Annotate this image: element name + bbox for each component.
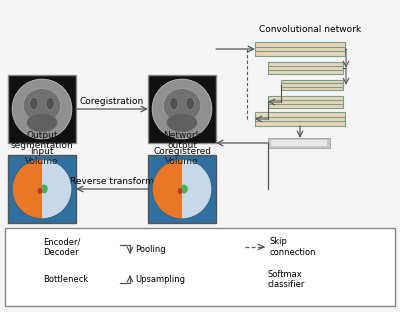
Ellipse shape [178,188,182,194]
Bar [268,138,330,148]
Wedge shape [42,159,72,219]
Bar [5,228,395,306]
Bar [148,155,216,223]
Ellipse shape [167,113,197,132]
Wedge shape [182,159,212,219]
Bar [281,80,343,90]
Bar [255,42,345,56]
Bar [268,62,343,74]
Text: Bottleneck: Bottleneck [43,275,88,284]
Ellipse shape [38,188,42,194]
Text: Encoder/
Decoder: Encoder/ Decoder [43,238,80,257]
Bar [255,112,345,126]
Ellipse shape [27,113,57,132]
Ellipse shape [40,184,48,193]
Text: Input
Volume: Input Volume [25,147,59,166]
Ellipse shape [30,97,38,110]
Text: Coregistered
Volume: Coregistered Volume [153,147,211,166]
Ellipse shape [163,89,201,123]
Text: Convolutional network: Convolutional network [259,25,361,34]
Text: Network
output: Network output [163,131,201,150]
Bar [248,277,260,282]
Bar [13,275,39,284]
Wedge shape [152,159,182,219]
Bar [8,75,76,143]
Bar [13,242,39,253]
Text: Upsampling: Upsampling [135,275,185,284]
Text: Output
segmentation: Output segmentation [11,131,73,150]
Bar [148,75,216,143]
Bar [271,140,327,146]
Wedge shape [12,159,42,219]
Bar [245,275,263,284]
Text: Skip
connection: Skip connection [269,237,316,257]
Bar [8,155,76,223]
Text: Softmax
classifier: Softmax classifier [267,270,304,289]
Ellipse shape [46,97,54,110]
Ellipse shape [170,97,178,110]
Ellipse shape [12,79,72,139]
Ellipse shape [23,89,61,123]
Ellipse shape [186,97,194,110]
Text: Coregistration: Coregistration [80,97,144,106]
Ellipse shape [180,184,188,193]
Text: Reverse transform: Reverse transform [70,177,154,186]
Text: Pooling: Pooling [135,245,166,253]
Ellipse shape [152,79,212,139]
Bar [268,96,343,108]
